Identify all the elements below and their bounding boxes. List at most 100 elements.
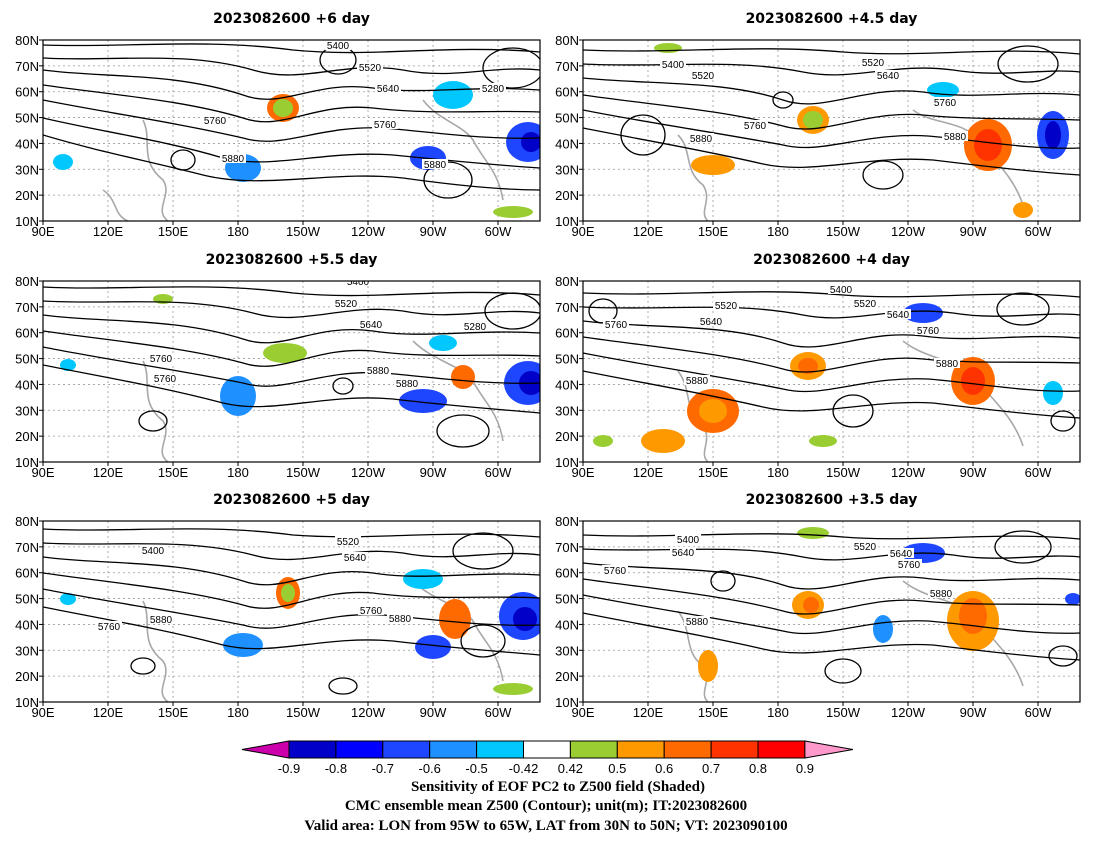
lon-label: 90E <box>31 705 54 720</box>
contour-label: 5880 <box>150 615 173 626</box>
lat-label: 10N <box>555 214 579 229</box>
contour-label-bg <box>358 605 384 615</box>
caption-line-1: Sensitivity of EOF PC2 to Z500 field (Sh… <box>411 779 705 795</box>
lat-label: 10N <box>15 214 39 229</box>
contour-label-bg <box>675 534 701 544</box>
panel-title: 2023082600 +4 day <box>753 252 910 268</box>
contour-label: 5640 <box>890 549 913 560</box>
lat-label: 30N <box>555 403 579 418</box>
lat-label: 20N <box>555 429 579 444</box>
lon-label: 120W <box>351 224 386 239</box>
lon-label: 150W <box>826 465 861 480</box>
map-panel: 2023082600 +6 day 5400 5520 5640 5280 5760 576… <box>15 11 541 239</box>
contour-label-bg <box>357 62 383 72</box>
contour-label-bg <box>422 159 448 169</box>
contour-label: 5880 <box>930 589 953 600</box>
lon-label: 120W <box>891 465 926 480</box>
contour-label-bg <box>335 536 361 546</box>
lon-label: 120E <box>93 224 124 239</box>
contour-label-bg <box>928 588 954 598</box>
contour-label: 5880 <box>686 617 709 628</box>
sensitivity-shading <box>263 343 307 363</box>
contour-label-bg <box>660 59 686 69</box>
z500-contour <box>43 588 540 629</box>
contour-label-bg <box>885 309 911 319</box>
colorbar-tick-label: 0.9 <box>796 761 814 776</box>
sensitivity-shading <box>53 154 73 170</box>
contour-label-bg <box>96 621 122 631</box>
sensitivity-shading <box>903 303 943 323</box>
contour-label-bg <box>372 119 398 129</box>
z500-contour <box>43 84 540 123</box>
lat-label: 80N <box>555 514 579 529</box>
z500-closed-contour <box>996 292 1050 326</box>
sensitivity-shading <box>281 584 295 602</box>
lon-label: 60W <box>1025 224 1052 239</box>
lon-label: 180 <box>767 224 789 239</box>
z500-closed-contour <box>138 410 168 432</box>
contour-label-bg <box>915 325 941 335</box>
contour-label: 5760 <box>154 374 177 385</box>
contour-label-bg <box>690 70 716 80</box>
panel-title: 2023082600 +3.5 day <box>746 492 918 508</box>
lon-label: 90E <box>571 705 594 720</box>
contour-label-bg <box>713 300 739 310</box>
lat-label: 50N <box>555 111 579 126</box>
lon-label: 120W <box>351 465 386 480</box>
colorbar-segment <box>476 740 525 759</box>
contour-label: 5880 <box>690 134 713 145</box>
lon-label: 150E <box>158 705 189 720</box>
z500-closed-contour <box>484 292 540 330</box>
contour-label-bg <box>148 614 174 624</box>
colorbar-segment <box>569 740 618 759</box>
colorbar-segment <box>663 740 712 759</box>
colorbar-segment <box>382 740 431 759</box>
caption-line-3: Valid area: LON from 95W to 65W, LAT fro… <box>304 818 787 834</box>
contour-label-bg <box>875 70 901 80</box>
lon-label: 150E <box>158 224 189 239</box>
contour-label: 5640 <box>377 84 400 95</box>
z500-closed-contour <box>620 114 666 156</box>
contour-label-bg <box>828 284 854 294</box>
contour-label: 5400 <box>142 546 165 557</box>
colorbar-segment <box>757 740 806 759</box>
lon-label: 120E <box>633 465 664 480</box>
lat-label: 50N <box>15 592 39 607</box>
colorbar-tick-label: -0.7 <box>372 761 394 776</box>
z500-contour <box>583 109 1080 149</box>
sensitivity-shading <box>415 635 451 659</box>
lon-label: 60W <box>485 465 512 480</box>
z500-contour <box>43 43 540 54</box>
contour-label: 5880 <box>424 160 447 171</box>
sensitivity-shading <box>493 206 533 218</box>
z500-contour <box>43 99 540 142</box>
lat-label: 20N <box>15 429 39 444</box>
z500-closed-contour <box>332 377 354 395</box>
sensitivity-shading <box>691 155 735 175</box>
colorbar-segment <box>288 740 337 759</box>
panel-frame <box>582 39 1081 222</box>
sensitivity-shading <box>60 593 76 605</box>
lat-label: 30N <box>15 403 39 418</box>
lon-label: 180 <box>227 705 249 720</box>
lat-label: 50N <box>15 111 39 126</box>
panel-frame <box>582 520 1081 703</box>
lon-label: 90W <box>960 705 987 720</box>
lat-label: 60N <box>15 326 39 341</box>
sensitivity-shading <box>641 429 685 453</box>
colorbar-tick-label: 0.6 <box>655 761 673 776</box>
contour-label-bg <box>333 298 359 308</box>
colorbar-tick-label: -0.6 <box>418 761 440 776</box>
contour-label: 5760 <box>604 566 627 577</box>
lon-label: 90W <box>420 705 447 720</box>
panel-title: 2023082600 +6 day <box>213 11 370 27</box>
contour-label: 5880 <box>944 132 967 143</box>
lat-label: 60N <box>555 566 579 581</box>
z500-contour <box>583 127 1080 176</box>
lon-label: 90W <box>420 224 447 239</box>
contour-label-bg <box>220 153 246 163</box>
z500-closed-contour <box>862 160 904 190</box>
sensitivity-shading <box>803 111 823 129</box>
z500-closed-contour <box>460 624 506 658</box>
contour-label-bg <box>860 57 886 67</box>
